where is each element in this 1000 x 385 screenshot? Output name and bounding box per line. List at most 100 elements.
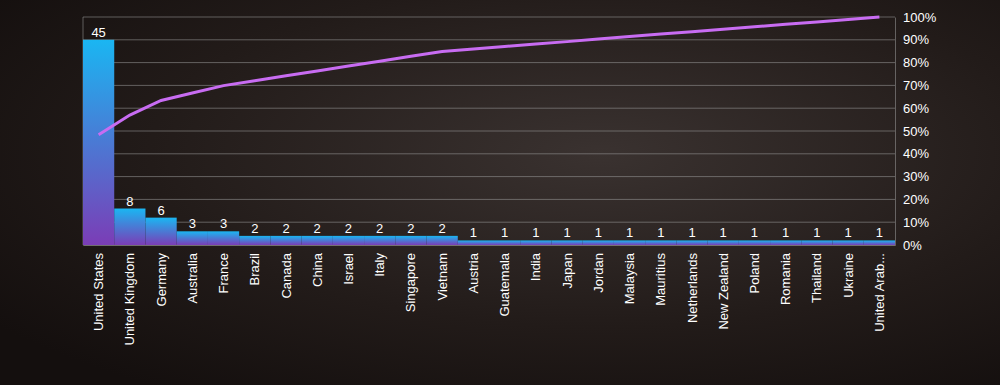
tick-label: United Kingdom — [122, 253, 137, 346]
bar — [864, 240, 895, 245]
bar — [645, 240, 676, 245]
tick-label: Netherlands — [685, 253, 700, 324]
tick-label: Poland — [747, 253, 762, 293]
tick-label: Brazil — [247, 253, 262, 286]
data-label: 1 — [782, 225, 789, 240]
bar — [302, 236, 333, 245]
tick: United States — [91, 245, 106, 331]
tick: Japan — [560, 245, 575, 288]
chart: 4586332222222111111111111110%10%20%30%40… — [0, 0, 1000, 385]
data-label: 1 — [751, 225, 758, 240]
tick: 40% — [895, 146, 929, 161]
data-label: 8 — [126, 194, 133, 209]
tick: 50% — [895, 124, 929, 139]
tick-label: 30% — [903, 169, 929, 184]
tick-label: 90% — [903, 32, 929, 47]
bars — [83, 40, 895, 245]
bar — [239, 236, 270, 245]
grid — [83, 17, 895, 245]
tick-label: United States — [91, 253, 106, 332]
tick: Singapore — [403, 245, 418, 312]
tick-label: India — [528, 252, 543, 281]
bar — [614, 240, 645, 245]
tick-label: 0% — [903, 238, 922, 253]
bar — [270, 236, 301, 245]
bar — [833, 240, 864, 245]
data-label: 1 — [813, 225, 820, 240]
bar — [801, 240, 832, 245]
tick-label: 20% — [903, 192, 929, 207]
tick-label: Vietnam — [435, 253, 450, 300]
tick: 70% — [895, 78, 929, 93]
data-labels: 458633222222211111111111111 — [91, 25, 883, 241]
data-label: 1 — [501, 225, 508, 240]
tick-label: Austria — [466, 252, 481, 293]
bar — [520, 240, 551, 245]
tick: Ukraine — [841, 245, 856, 298]
grid-line — [83, 176, 895, 177]
bar — [676, 240, 707, 245]
tick-label: France — [216, 253, 231, 293]
data-label: 3 — [189, 216, 196, 231]
tick-label: Australia — [185, 252, 200, 303]
tick-label: 60% — [903, 101, 929, 116]
data-label: 2 — [376, 221, 383, 236]
tick-label: 40% — [903, 146, 929, 161]
bar — [208, 231, 239, 245]
tick: Germany — [154, 245, 169, 306]
tick-label: 80% — [903, 55, 929, 70]
grid-line — [83, 222, 895, 223]
tick: Malaysia — [622, 245, 637, 304]
data-label: 1 — [876, 225, 883, 240]
data-label: 1 — [657, 225, 664, 240]
tick: Poland — [747, 245, 762, 293]
bar — [427, 236, 458, 245]
tick-label: Ukraine — [841, 253, 856, 298]
tick: Guatemala — [497, 245, 512, 317]
background — [0, 0, 1000, 385]
bar — [551, 240, 582, 245]
data-label: 3 — [220, 216, 227, 231]
tick-label: Singapore — [403, 253, 418, 312]
tick-label: Mauritius — [653, 253, 668, 306]
grid-line — [83, 108, 895, 109]
bar — [83, 40, 114, 245]
plot: 4586332222222111111111111110%10%20%30%40… — [83, 10, 937, 346]
x-axis: United States United Kingdom Germany Austra… — [84, 245, 896, 346]
grid-line — [83, 199, 895, 200]
tick: China — [310, 245, 325, 287]
tick: Thailand — [809, 245, 824, 303]
grid-line — [83, 85, 895, 86]
tick-label: China — [310, 252, 325, 287]
tick-label: United Arab... — [872, 253, 887, 332]
tick-label: Israel — [341, 253, 356, 285]
tick-label: Jordan — [591, 253, 606, 293]
data-label: 2 — [407, 221, 414, 236]
tick: Australia — [185, 245, 200, 304]
bar — [739, 240, 770, 245]
tick-label: Malaysia — [622, 252, 637, 304]
tick: India — [528, 245, 543, 281]
grid-line — [83, 62, 895, 63]
data-label: 1 — [626, 225, 633, 240]
tick: Canada — [279, 245, 294, 299]
marks — [83, 17, 895, 245]
cumulative-line — [99, 17, 880, 135]
tick-label: Germany — [154, 253, 169, 307]
grid-line — [83, 131, 895, 132]
bar — [458, 240, 489, 245]
data-label: 45 — [91, 25, 105, 40]
data-label: 1 — [532, 225, 539, 240]
tick: Mauritius — [653, 245, 668, 306]
data-label: 1 — [563, 225, 570, 240]
tick: 0% — [895, 238, 922, 253]
data-label: 2 — [282, 221, 289, 236]
tick: Netherlands — [685, 245, 700, 323]
tick-label: Romania — [778, 252, 793, 305]
tick: Austria — [466, 245, 481, 293]
tick-label: New Zealand — [716, 253, 731, 330]
bar — [395, 236, 426, 245]
tick: 30% — [895, 169, 929, 184]
grid-line — [83, 153, 895, 154]
tick: Brazil — [247, 245, 262, 286]
